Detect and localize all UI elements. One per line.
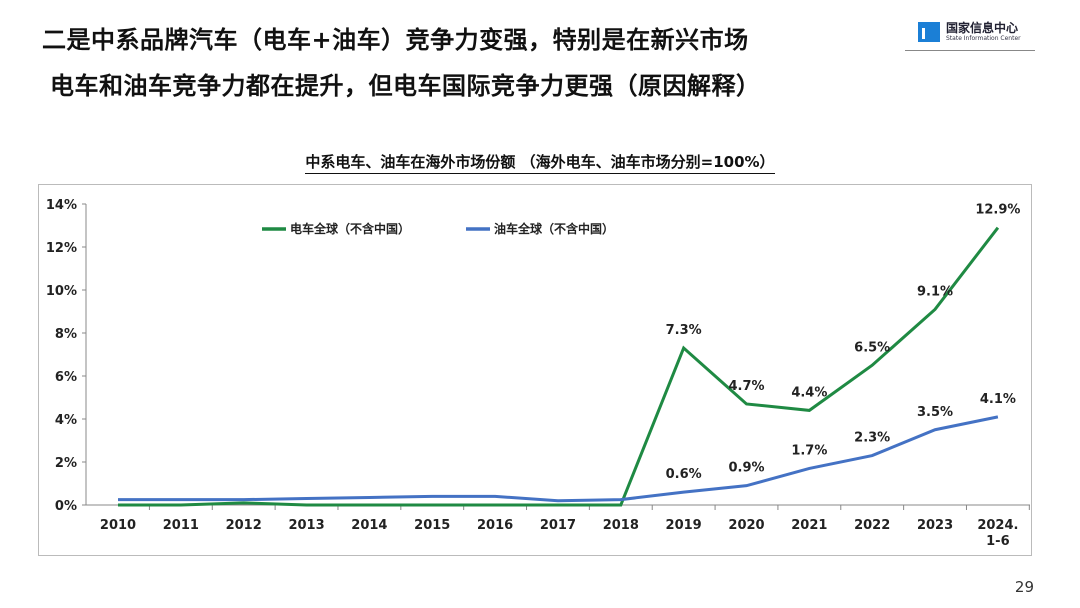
y-tick-label: 10%	[46, 284, 77, 299]
legend-label: 油车全球（不含中国）	[494, 221, 614, 236]
legend-label: 电车全球（不含中国）	[290, 221, 410, 236]
x-tick-label: 1-6	[986, 534, 1010, 549]
data-label: 1.7%	[791, 443, 827, 458]
x-tick-label: 2013	[288, 518, 324, 533]
data-label: 4.4%	[791, 385, 827, 400]
x-tick-label: 2016	[477, 518, 513, 533]
page-number: 29	[1014, 578, 1034, 596]
data-label: 7.3%	[666, 323, 702, 338]
x-tick-label: 2017	[540, 518, 576, 533]
series-line-1	[118, 415, 999, 503]
data-label: 3.5%	[917, 405, 953, 420]
chart-title-wrap: 中系电车、油车在海外市场份额 （海外电车、油车市场分别=100%）	[0, 151, 1080, 174]
data-label: 4.7%	[728, 379, 764, 394]
data-label: 2.3%	[854, 431, 890, 446]
logo-icon	[918, 22, 940, 42]
y-tick-label: 6%	[55, 370, 77, 385]
y-tick-label: 4%	[55, 413, 77, 428]
x-tick-label: 2023	[917, 518, 953, 533]
x-tick-label: 2019	[666, 518, 702, 533]
y-tick-label: 8%	[55, 327, 77, 342]
slide-title: 二是中系品牌汽车（电车+油车）竞争力变强，特别是在新兴市场	[42, 26, 749, 54]
data-label: 0.6%	[666, 467, 702, 482]
x-tick-label: 2020	[728, 518, 764, 533]
x-tick-label: 2011	[163, 518, 199, 533]
data-label: 12.9%	[975, 203, 1020, 218]
series-line-0	[118, 226, 1000, 507]
x-tick-label: 2018	[603, 518, 639, 533]
divider	[905, 50, 1035, 51]
chart-frame	[38, 184, 1032, 556]
x-tick-label: 2015	[414, 518, 450, 533]
logo: 国家信息中心 State Information Center	[918, 22, 1021, 42]
data-label: 6.5%	[854, 340, 890, 355]
x-tick-label: 2021	[791, 518, 827, 533]
data-label: 0.9%	[728, 461, 764, 476]
y-tick-label: 2%	[55, 456, 77, 471]
data-label: 4.1%	[980, 392, 1016, 407]
logo-name-cn: 国家信息中心	[946, 21, 1019, 35]
x-tick-label: 2024.	[977, 518, 1018, 533]
x-tick-label: 2014	[351, 518, 387, 533]
x-tick-label: 2022	[854, 518, 890, 533]
y-tick-label: 12%	[46, 241, 77, 256]
data-label: 9.1%	[917, 284, 953, 299]
logo-name-en: State Information Center	[946, 35, 1021, 42]
slide-subtitle: 电车和油车竞争力都在提升，但电车国际竞争力更强（原因解释）	[50, 72, 761, 100]
chart-title: 中系电车、油车在海外市场份额 （海外电车、油车市场分别=100%）	[305, 153, 775, 174]
y-tick-label: 14%	[46, 198, 77, 213]
y-tick-label: 0%	[55, 499, 77, 514]
x-tick-label: 2010	[100, 518, 136, 533]
x-tick-label: 2012	[226, 518, 262, 533]
